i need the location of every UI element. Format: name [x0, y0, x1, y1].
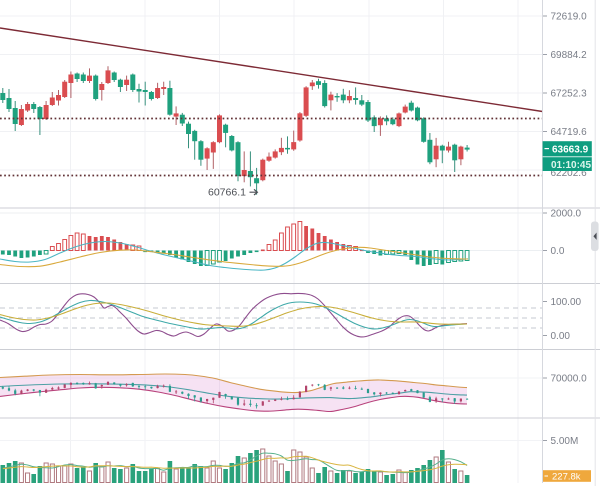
svg-text:227.8k: 227.8k [552, 472, 581, 483]
svg-text:60766.1: 60766.1 [208, 187, 246, 199]
svg-text:70000.0: 70000.0 [551, 374, 588, 385]
svg-text:67252.3: 67252.3 [551, 89, 588, 100]
svg-text:5.00M: 5.00M [551, 436, 579, 447]
svg-text:01:10:45: 01:10:45 [551, 160, 591, 171]
svg-text:69884.2: 69884.2 [551, 50, 588, 61]
svg-text:62202.6: 62202.6 [551, 168, 588, 179]
svg-text:64719.6: 64719.6 [551, 127, 588, 138]
svg-text:2000.0: 2000.0 [551, 209, 582, 220]
svg-text:63663.9: 63663.9 [552, 144, 589, 155]
svg-text:0.0: 0.0 [551, 246, 565, 257]
svg-text:72619.0: 72619.0 [551, 12, 588, 23]
svg-text:100.00: 100.00 [551, 297, 582, 308]
svg-text:0.00: 0.00 [551, 331, 571, 342]
